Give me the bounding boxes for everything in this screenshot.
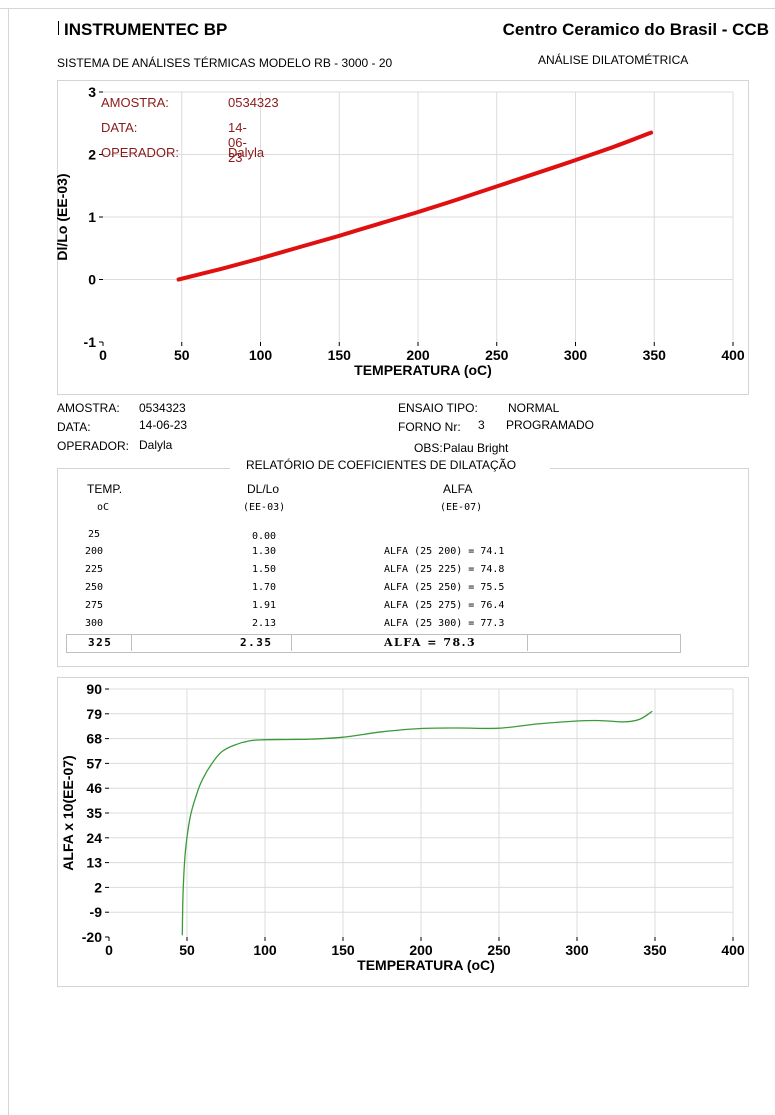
x-tick-label: 350	[643, 942, 667, 958]
y-tick-label: 68	[86, 731, 102, 747]
y-tick-label: 13	[86, 855, 102, 871]
alfa-chart: 0 50 100 150 200 250 300 350 400 -20 -9 2 13 24 35 46 57…	[0, 0, 775, 1000]
y-tick-label: 79	[86, 706, 102, 722]
y-tick-label: 24	[86, 830, 102, 846]
x-tick-label: 0	[105, 942, 113, 958]
y-tick-label: 35	[86, 805, 102, 821]
y-tick-label: 46	[86, 780, 102, 796]
x-tick-label: 200	[409, 942, 433, 958]
x-tick-label: 400	[721, 942, 745, 958]
x-tick-label: 100	[253, 942, 277, 958]
x-tick-label: 300	[565, 942, 589, 958]
alfa-curve	[182, 712, 652, 935]
y-tick-label: 2	[94, 879, 102, 895]
y-tick-label: 90	[86, 681, 102, 697]
x-tick-label: 150	[331, 942, 355, 958]
y-tick-label: -20	[82, 929, 102, 945]
y-tick-label: -9	[90, 904, 103, 920]
y-axis-label: ALFA x 10(EE-07)	[60, 755, 76, 870]
y-tick-label: 57	[86, 755, 102, 771]
x-tick-label: 50	[179, 942, 195, 958]
x-tick-label: 250	[487, 942, 511, 958]
x-axis-label: TEMPERATURA (oC)	[357, 957, 495, 973]
